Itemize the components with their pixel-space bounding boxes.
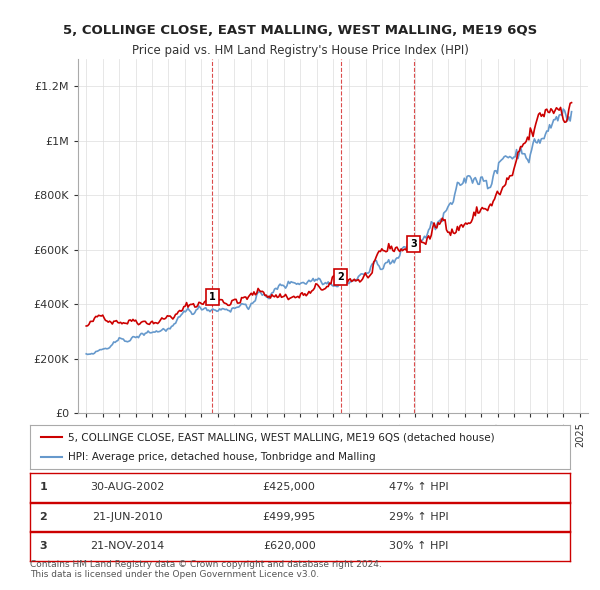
Text: 1: 1 xyxy=(209,292,215,302)
Text: £425,000: £425,000 xyxy=(263,483,316,492)
Text: 2: 2 xyxy=(40,512,47,522)
Text: 1: 1 xyxy=(40,483,47,492)
Text: 30-AUG-2002: 30-AUG-2002 xyxy=(90,483,164,492)
Text: £499,995: £499,995 xyxy=(263,512,316,522)
Text: 47% ↑ HPI: 47% ↑ HPI xyxy=(389,483,449,492)
Text: Contains HM Land Registry data © Crown copyright and database right 2024.
This d: Contains HM Land Registry data © Crown c… xyxy=(30,560,382,579)
Text: £620,000: £620,000 xyxy=(263,542,316,551)
Text: 5, COLLINGE CLOSE, EAST MALLING, WEST MALLING, ME19 6QS: 5, COLLINGE CLOSE, EAST MALLING, WEST MA… xyxy=(63,24,537,37)
Text: 5, COLLINGE CLOSE, EAST MALLING, WEST MALLING, ME19 6QS (detached house): 5, COLLINGE CLOSE, EAST MALLING, WEST MA… xyxy=(68,432,494,442)
Text: 3: 3 xyxy=(410,239,417,249)
Text: 21-NOV-2014: 21-NOV-2014 xyxy=(90,542,164,551)
Text: 2: 2 xyxy=(337,272,344,282)
Text: 21-JUN-2010: 21-JUN-2010 xyxy=(92,512,163,522)
Text: HPI: Average price, detached house, Tonbridge and Malling: HPI: Average price, detached house, Tonb… xyxy=(68,452,376,461)
Text: Price paid vs. HM Land Registry's House Price Index (HPI): Price paid vs. HM Land Registry's House … xyxy=(131,44,469,57)
Text: 30% ↑ HPI: 30% ↑ HPI xyxy=(389,542,448,551)
Text: 29% ↑ HPI: 29% ↑ HPI xyxy=(389,512,449,522)
Text: 3: 3 xyxy=(40,542,47,551)
